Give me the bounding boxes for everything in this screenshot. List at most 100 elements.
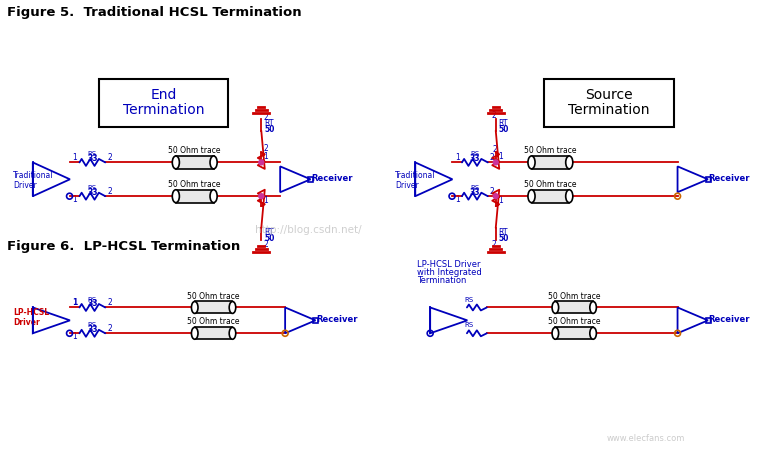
Text: 33: 33 (87, 325, 98, 334)
Ellipse shape (172, 190, 180, 203)
Polygon shape (678, 308, 708, 334)
Text: RS: RS (464, 296, 473, 302)
Text: 2: 2 (263, 144, 268, 153)
Text: 33: 33 (87, 188, 98, 197)
Text: 1: 1 (498, 152, 503, 161)
Text: 2: 2 (490, 187, 494, 196)
Text: Receiver: Receiver (311, 174, 352, 182)
Text: 50: 50 (499, 233, 509, 242)
Text: 1: 1 (73, 195, 77, 204)
Text: 50 Ohm trace: 50 Ohm trace (548, 317, 600, 326)
Text: Termination: Termination (417, 275, 467, 284)
Bar (195, 302, 233, 314)
Text: 50: 50 (265, 233, 274, 242)
Bar (314, 318, 318, 323)
Text: 2: 2 (108, 323, 112, 332)
Text: RT: RT (499, 227, 508, 236)
Polygon shape (431, 308, 468, 334)
Ellipse shape (590, 327, 597, 340)
Text: 1: 1 (73, 331, 77, 341)
Text: 50 Ohm trace: 50 Ohm trace (168, 146, 221, 155)
Text: 1: 1 (263, 196, 268, 205)
Bar (544, 80, 674, 127)
Text: 50: 50 (265, 124, 274, 133)
Polygon shape (678, 167, 708, 193)
Ellipse shape (172, 156, 180, 170)
Bar (556, 302, 593, 314)
Text: RS: RS (88, 185, 97, 191)
Text: Receiver: Receiver (708, 174, 750, 182)
Text: 2: 2 (492, 110, 496, 120)
Text: 50 Ohm trace: 50 Ohm trace (187, 291, 240, 300)
Bar (531, 190, 569, 203)
Text: Receiver: Receiver (316, 314, 358, 323)
Text: www.elecfans.com: www.elecfans.com (607, 433, 685, 442)
Text: End: End (151, 87, 177, 101)
Ellipse shape (192, 327, 198, 340)
Bar (531, 156, 569, 170)
Ellipse shape (565, 190, 573, 203)
Text: Driver: Driver (13, 318, 39, 327)
Text: 1: 1 (73, 152, 77, 161)
Ellipse shape (528, 190, 535, 203)
Text: LP-HCSL: LP-HCSL (13, 308, 49, 317)
Text: RT: RT (265, 227, 274, 236)
Text: 50 Ohm trace: 50 Ohm trace (168, 180, 221, 189)
Polygon shape (285, 308, 315, 334)
Text: RS: RS (88, 296, 97, 302)
Text: RS: RS (88, 151, 97, 157)
Ellipse shape (192, 302, 198, 314)
Text: http://blog.csdn.net/: http://blog.csdn.net/ (255, 225, 362, 235)
Text: Termination: Termination (123, 102, 205, 116)
Text: 2: 2 (263, 112, 268, 121)
Ellipse shape (210, 190, 217, 203)
Text: 1: 1 (498, 196, 503, 205)
Ellipse shape (565, 156, 573, 170)
Ellipse shape (590, 302, 597, 314)
Text: RT: RT (265, 119, 274, 127)
Bar (176, 156, 214, 170)
Text: 2: 2 (492, 239, 496, 249)
Text: RS: RS (470, 151, 480, 157)
Text: 33: 33 (87, 299, 98, 308)
Text: 50: 50 (499, 124, 509, 133)
Circle shape (258, 161, 264, 166)
Text: 2: 2 (108, 153, 112, 162)
Bar (706, 318, 711, 323)
Text: Figure 5.  Traditional HCSL Termination: Figure 5. Traditional HCSL Termination (7, 6, 302, 19)
Text: 33: 33 (470, 188, 480, 197)
Text: 50 Ohm trace: 50 Ohm trace (524, 146, 577, 155)
Text: 33: 33 (470, 154, 480, 163)
Ellipse shape (552, 327, 559, 340)
Text: 2: 2 (493, 145, 497, 154)
Text: 50 Ohm trace: 50 Ohm trace (548, 291, 600, 300)
Bar (706, 177, 711, 182)
Text: 50 Ohm trace: 50 Ohm trace (524, 180, 577, 189)
Bar (176, 190, 214, 203)
Circle shape (493, 194, 498, 199)
Text: LP-HCSL Driver: LP-HCSL Driver (417, 259, 481, 268)
Text: 1: 1 (263, 152, 268, 161)
Text: 1: 1 (455, 152, 460, 161)
Polygon shape (33, 308, 70, 334)
Text: 50 Ohm trace: 50 Ohm trace (187, 317, 240, 326)
Ellipse shape (552, 302, 559, 314)
Text: Traditional: Traditional (396, 170, 436, 179)
Ellipse shape (229, 302, 236, 314)
Bar (195, 327, 233, 340)
Text: with Integrated: with Integrated (417, 267, 482, 276)
Text: Receiver: Receiver (708, 314, 750, 323)
Bar (556, 327, 593, 340)
Text: Termination: Termination (568, 102, 650, 116)
Circle shape (258, 194, 264, 199)
Text: RT: RT (499, 119, 508, 127)
Text: Source: Source (585, 87, 633, 101)
Ellipse shape (229, 327, 236, 340)
Polygon shape (33, 163, 70, 197)
Text: RS: RS (464, 322, 473, 327)
Text: 1: 1 (73, 298, 78, 307)
Text: 2: 2 (108, 187, 112, 196)
Text: Driver: Driver (13, 180, 36, 189)
Circle shape (493, 161, 498, 166)
Polygon shape (280, 167, 311, 193)
